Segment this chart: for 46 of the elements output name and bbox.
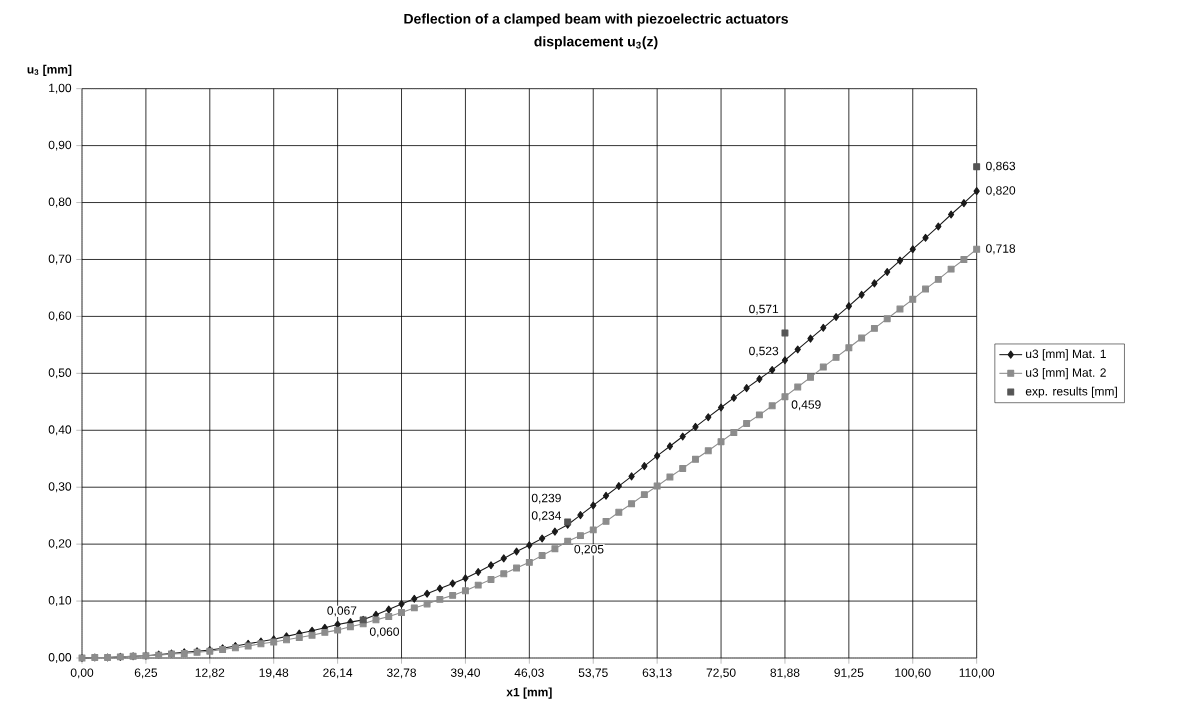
x-axis-title: x1 [mm]	[506, 687, 552, 699]
x-tick-label: 53,75	[578, 668, 608, 679]
chart-title: Deflection of a clamped beam with piezoelectric actuators	[404, 13, 788, 27]
x-tick-label: 6,25	[134, 668, 158, 679]
data-label: 0,060	[369, 627, 400, 638]
legend-label: exp. results [mm]	[1025, 386, 1117, 399]
y-tick-label: 0,70	[48, 254, 72, 265]
data-label: 0,820	[986, 186, 1016, 197]
y-tick-label: 0,30	[48, 482, 72, 493]
y-tick-label: 0,20	[48, 539, 72, 550]
x-tick-label: 0,00	[70, 668, 94, 679]
x-tick-label: 100,60	[895, 668, 931, 679]
chart-subtitle: displacement u$_{3}$(z)	[534, 36, 658, 50]
point	[781, 329, 789, 337]
data-label: 0,234	[531, 511, 562, 522]
x-tick-label: 63,13	[642, 668, 672, 679]
x-tick-label: 19,48	[259, 668, 289, 679]
y-tick-label: 0,40	[48, 425, 72, 436]
y-tick-label: 0,60	[48, 311, 72, 322]
x-tick-label: 26,14	[323, 668, 353, 679]
x-tick-label: 32,78	[386, 668, 417, 679]
y-tick-label: 0,80	[48, 197, 72, 208]
data-label: 0,718	[986, 244, 1016, 255]
x-tick-label: 39,40	[450, 668, 480, 679]
y-tick-label: 0,10	[48, 596, 72, 607]
data-label: 0,863	[986, 161, 1016, 172]
x-tick-label: 46,03	[514, 668, 544, 679]
x-tick-label: 91,25	[834, 668, 864, 679]
data-label: 0,205	[574, 545, 604, 555]
legend-label: u3 [mm] Mat. 2	[1026, 368, 1106, 380]
y-axis-title: u$_{3}$ [mm]	[27, 64, 72, 77]
data-label: 0,067	[327, 606, 357, 617]
x-tick-label: 110,00	[959, 668, 995, 679]
data-label: 0,523	[749, 346, 779, 357]
y-tick-label: 0,00	[48, 653, 72, 664]
x-tick-label: 81,88	[770, 668, 800, 679]
data-label: 0,459	[791, 400, 821, 411]
y-tick-label: 1,00	[49, 83, 72, 94]
y-tick-label: 0,50	[48, 368, 72, 379]
x-tick-label: 12,82	[195, 668, 225, 679]
legend-label: u3 [mm] Mat. 1	[1026, 349, 1106, 361]
y-tick-label: 0,90	[48, 140, 72, 151]
x-tick-label: 72,50	[706, 668, 736, 679]
point	[973, 163, 981, 171]
data-label: 0,571	[749, 304, 779, 315]
data-label: 0,239	[531, 493, 561, 504]
